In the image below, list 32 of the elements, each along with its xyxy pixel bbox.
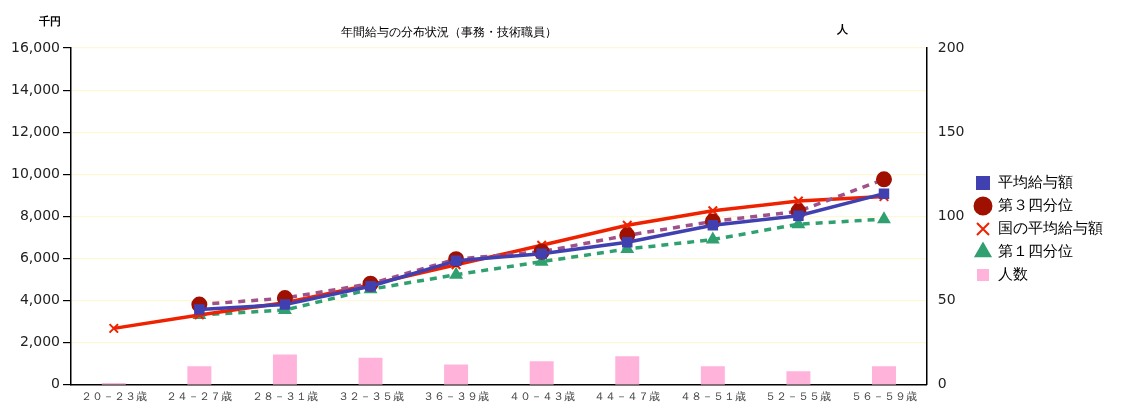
legend-label: 第１四分位 [998, 241, 1073, 260]
y-tick-label: 10,000 [10, 164, 60, 181]
y-tick-label: 2,000 [19, 333, 60, 350]
x-tick-label: ４０－４３歳 [508, 390, 575, 404]
x-tick-label: ２０－２３歳 [80, 390, 147, 404]
y-axis-title: 千円 [38, 14, 61, 28]
y2-tick-label: 50 [937, 291, 956, 308]
legend-label: 平均給与額 [998, 172, 1073, 191]
legend-label: 人数 [998, 264, 1028, 283]
x-tick-label: ４８－５１歳 [679, 390, 746, 404]
y2-tick-label: 0 [937, 375, 947, 392]
x-tick-label: ３２－３５歳 [337, 390, 404, 404]
y-tick-label: 6,000 [19, 249, 60, 266]
y2-tick-label: 100 [937, 207, 965, 224]
y2-tick-label: 200 [937, 38, 965, 55]
y-tick-label: 16,000 [10, 38, 60, 55]
chart-title: 年間給与の分布状況（事務・技術職員） [340, 25, 557, 40]
y-tick-label: 12,000 [10, 122, 60, 139]
y-tick-label: 14,000 [10, 80, 60, 97]
x-tick-label: ２４－２７歳 [166, 390, 233, 404]
legend-label: 第３四分位 [998, 195, 1073, 214]
y-tick-label: 4,000 [19, 291, 60, 308]
x-tick-label: ２８－３１歳 [251, 390, 318, 404]
x-tick-label: ４４－４７歳 [594, 390, 661, 404]
x-tick-label: ５２－５５歳 [765, 390, 832, 404]
legend-label: 国の平均給与額 [998, 218, 1103, 237]
x-tick-label: ３６－３９歳 [423, 390, 490, 404]
x-tick-label: ５６－５９歳 [850, 390, 917, 404]
y2-tick-label: 150 [937, 122, 965, 139]
y2-axis-title: 人 [836, 22, 850, 36]
y-tick-label: 0 [51, 375, 60, 392]
y-tick-label: 8,000 [19, 207, 60, 224]
